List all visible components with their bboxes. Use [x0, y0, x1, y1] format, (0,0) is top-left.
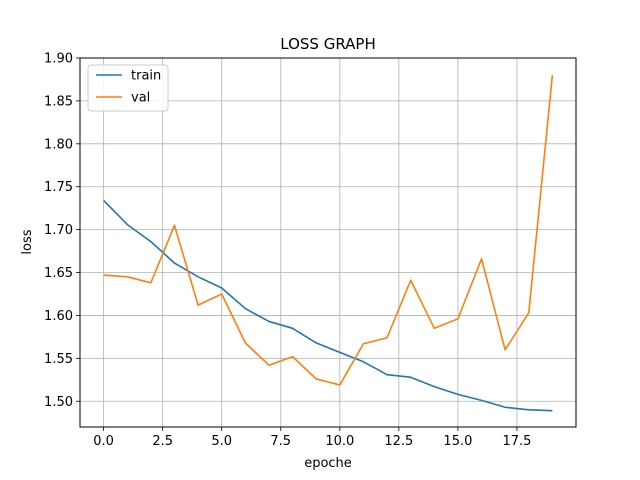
series-lines [103, 75, 554, 412]
y-tick-label: 1.55 [44, 352, 73, 367]
x-tick-label: 0.0 [93, 434, 114, 449]
x-tick-label: 15.0 [443, 434, 472, 449]
y-tick-label: 1.70 [44, 223, 73, 238]
x-axis-label: epoche [304, 456, 352, 471]
plot-frame [79, 57, 577, 428]
y-axis: 1.50 1.55 1.60 1.65 1.70 1.75 1.80 1.85 1.90 [44, 52, 80, 410]
y-tick-label: 1.80 [44, 137, 73, 152]
x-axis: 0.0 2.5 5.0 7.5 10.0 12.5 15.0 17.5 [93, 427, 531, 449]
x-tick-label: 12.5 [384, 434, 413, 449]
y-tick-label: 1.60 [44, 309, 73, 324]
y-tick-label: 1.65 [44, 266, 73, 281]
x-tick-label: 2.5 [152, 434, 173, 449]
x-tick-label: 10.0 [325, 434, 354, 449]
legend-label-train: train [131, 69, 161, 84]
x-tick-label: 5.0 [211, 434, 232, 449]
y-tick-label: 1.90 [44, 52, 73, 67]
grid-lines [80, 57, 576, 427]
legend-box [87, 64, 169, 112]
x-tick-label: 17.5 [502, 434, 531, 449]
series-line-train [103, 199, 553, 412]
x-tick-label: 7.5 [270, 434, 291, 449]
chart-title: LOSS GRAPH [280, 35, 375, 53]
y-tick-label: 1.85 [44, 94, 73, 109]
legend-label-val: val [131, 91, 150, 106]
legend: train val [87, 64, 169, 112]
y-axis-label: loss [20, 229, 35, 254]
y-tick-label: 1.75 [44, 180, 73, 195]
y-tick-label: 1.50 [44, 395, 73, 410]
series-line-val [103, 75, 554, 386]
